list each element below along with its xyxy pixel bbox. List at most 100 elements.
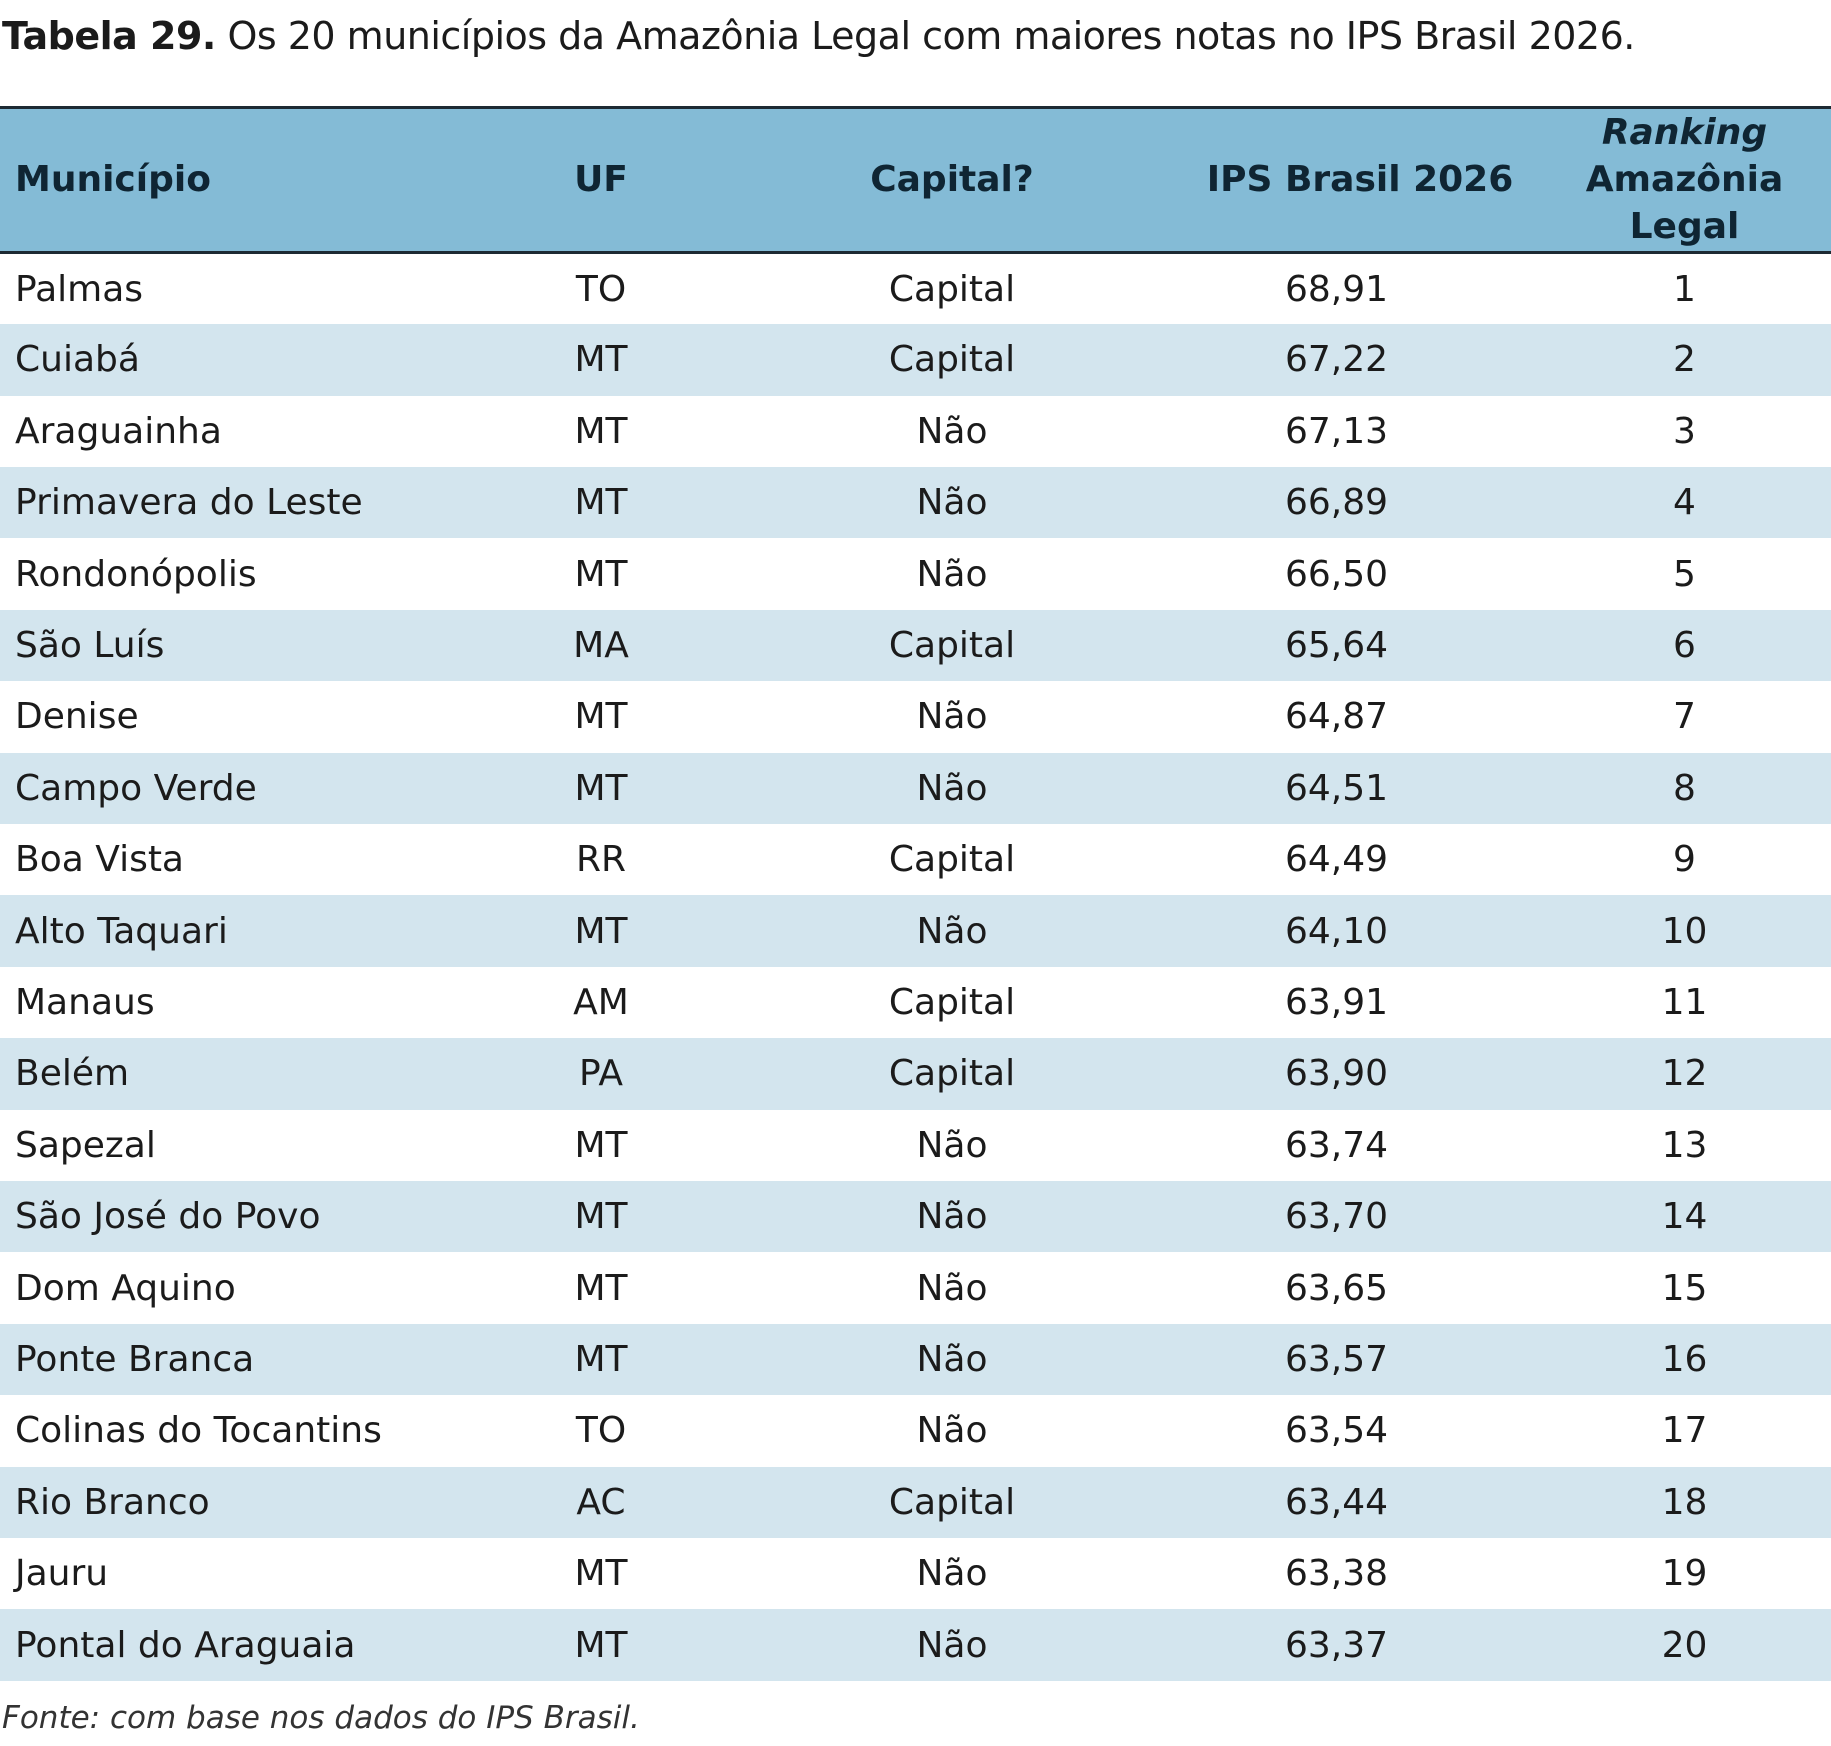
table-row: Pontal do Araguaia MT Não 63,37 20	[0, 1609, 1831, 1681]
table-row: Rio Branco AC Capital 63,44 18	[0, 1466, 1831, 1538]
table-cell: MT	[574, 1196, 628, 1238]
table-cell: Rio Branco	[15, 1481, 210, 1523]
table-cell: Colinas do Tocantins	[15, 1410, 382, 1452]
table-cell: Não	[916, 553, 988, 595]
table-row: Alto Taquari MT Não 64,10 10	[0, 895, 1831, 967]
table-row: Cuiabá MT Capital 67,22 2	[0, 324, 1831, 396]
table-row: Ponte Branca MT Não 63,57 16	[0, 1323, 1831, 1396]
table-cell: 63,44	[1284, 1481, 1388, 1523]
table-cell: TO	[575, 1410, 627, 1452]
table-title: Tabela 29. Os 20 municípios da Amazônia …	[2, 14, 1635, 58]
table-cell: Não	[916, 1410, 988, 1452]
table-cell: 9	[1673, 839, 1696, 881]
table-cell: 63,65	[1284, 1267, 1388, 1309]
table-cell: São José do Povo	[15, 1196, 321, 1238]
table-cell: 63,57	[1284, 1338, 1388, 1380]
table-row: Denise MT Não 64,87 7	[0, 681, 1831, 752]
table-cell: 65,64	[1284, 625, 1388, 667]
column-header: Ranking Amazônia Legal	[1538, 108, 1831, 253]
table-row: Jauru MT Não 63,38 19	[0, 1538, 1831, 1609]
table-cell: 8	[1673, 767, 1696, 809]
table-cell: MT	[574, 553, 628, 595]
table-cell: 7	[1673, 696, 1696, 738]
table-cell: MT	[574, 1124, 628, 1166]
table-cell: Boa Vista	[15, 839, 184, 881]
table-cell: Manaus	[15, 981, 155, 1023]
table-cell: 10	[1661, 910, 1708, 952]
table-cell: 64,51	[1284, 767, 1388, 809]
table-cell: Capital	[888, 839, 1016, 881]
table-cell: Denise	[15, 696, 139, 738]
table-row: São José do Povo MT Não 63,70 14	[0, 1180, 1831, 1253]
table-cell: Capital	[888, 339, 1016, 381]
table-cell: AC	[576, 1481, 626, 1523]
table-cell: Não	[916, 1553, 988, 1595]
table-cell: 68,91	[1284, 268, 1388, 310]
table-cell: MT	[574, 1267, 628, 1309]
table-cell: 5	[1673, 553, 1696, 595]
table-cell: Não	[916, 1196, 988, 1238]
header-row: Município UF Capital? IPS Brasil 2026 Rankin…	[0, 107, 1831, 253]
table-cell: 3	[1673, 410, 1696, 452]
table-cell: Rondonópolis	[15, 553, 257, 595]
title-label: Tabela 29.	[2, 14, 216, 58]
table-cell: MT	[574, 1624, 628, 1666]
table-cell: 12	[1661, 1053, 1708, 1095]
table-cell: Capital	[888, 268, 1016, 310]
table-cell: 15	[1661, 1267, 1708, 1309]
table-cell: Não	[916, 1124, 988, 1166]
table-cell: Dom Aquino	[15, 1267, 236, 1309]
table-cell: Araguainha	[15, 410, 222, 452]
table-cell: Não	[916, 1338, 988, 1380]
table-cell: Não	[916, 910, 988, 952]
table-cell: MT	[574, 1338, 628, 1380]
table-cell: 66,89	[1284, 482, 1388, 524]
title-text: Os 20 municípios da Amazônia Legal com m…	[227, 14, 1635, 58]
table-cell: MT	[574, 339, 628, 381]
table-cell: Cuiabá	[15, 339, 140, 381]
table-cell: MT	[574, 910, 628, 952]
table-body: Palmas TO Capital 68,91 1 Cuiabá MT Capital 67,2…	[0, 253, 1831, 1681]
table-cell: Primavera do Leste	[15, 482, 363, 524]
table-row: Sapezal MT Não 63,74 13	[0, 1110, 1831, 1181]
table-cell: 1	[1673, 268, 1696, 310]
table-cell: 17	[1661, 1410, 1708, 1452]
column-header: IPS Brasil 2026	[1206, 158, 1514, 200]
table-cell: 11	[1661, 981, 1708, 1023]
table-cell: Ponte Branca	[15, 1338, 255, 1380]
table-row: Dom Aquino MT Não 63,65 15	[0, 1252, 1831, 1323]
table-cell: Campo Verde	[15, 767, 257, 809]
table-cell: 6	[1673, 625, 1696, 667]
table: Município UF Capital? IPS Brasil 2026 Rankin…	[0, 106, 1831, 1681]
table-cell: RR	[575, 839, 627, 881]
table-cell: Capital	[888, 981, 1016, 1023]
table-row: Palmas TO Capital 68,91 1	[0, 253, 1831, 324]
table-cell: 19	[1661, 1553, 1708, 1595]
table-row: Primavera do Leste MT Não 66,89 4	[0, 467, 1831, 539]
table-cell: PA	[578, 1053, 624, 1095]
table-cell: 64,10	[1284, 910, 1388, 952]
table-cell: 67,22	[1284, 339, 1388, 381]
table-cell: 63,38	[1284, 1553, 1388, 1595]
table-cell: 20	[1661, 1624, 1708, 1666]
table-cell: MT	[574, 410, 628, 452]
table-cell: AM	[573, 981, 629, 1023]
table-cell: Não	[916, 767, 988, 809]
table-cell: Palmas	[15, 268, 144, 310]
table-cell: Capital	[888, 625, 1016, 667]
table-cell: 63,54	[1284, 1410, 1388, 1452]
table-cell: 2	[1673, 339, 1696, 381]
table-cell: 13	[1661, 1124, 1708, 1166]
table-row: São Luís MA Capital 65,64 6	[0, 609, 1831, 682]
table-cell: MT	[574, 696, 628, 738]
table-cell: Não	[916, 1624, 988, 1666]
table-cell: 4	[1673, 482, 1696, 524]
table-cell: 64,87	[1284, 696, 1388, 738]
column-header: Capital?	[870, 158, 1034, 200]
table-cell: São Luís	[15, 625, 165, 667]
table-cell: 63,90	[1284, 1053, 1388, 1095]
table-cell: 63,37	[1284, 1624, 1388, 1666]
table-cell: 16	[1661, 1338, 1708, 1380]
table-cell: MT	[574, 482, 628, 524]
table-row: Manaus AM Capital 63,91 11	[0, 967, 1831, 1038]
